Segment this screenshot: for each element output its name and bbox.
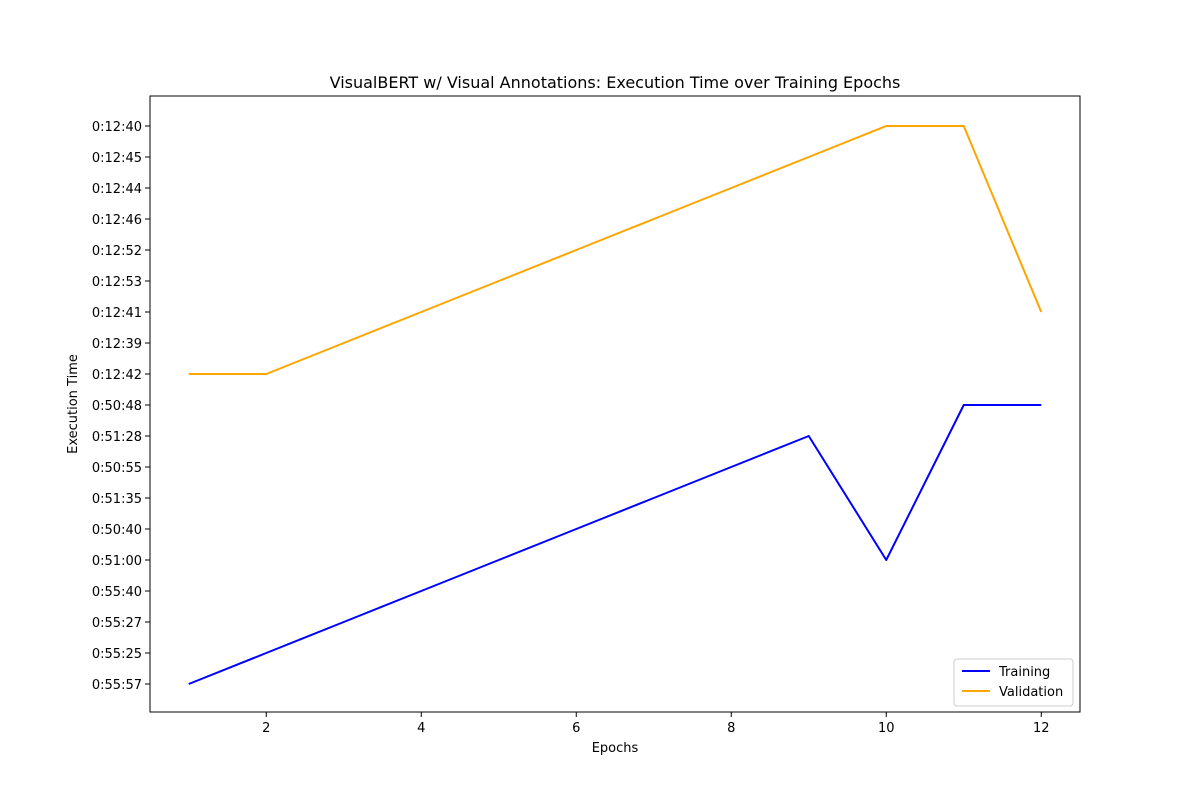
y-tick-label: 0:12:45	[92, 151, 142, 166]
legend-label-validation: Validation	[999, 685, 1063, 700]
y-tick-label: 0:12:53	[92, 275, 142, 290]
x-tick-label: 4	[417, 721, 425, 736]
y-tick-label: 0:55:40	[92, 585, 142, 600]
y-tick-label: 0:12:44	[92, 182, 142, 197]
y-tick-label: 0:50:48	[92, 399, 142, 414]
y-tick-label: 0:12:40	[92, 120, 142, 135]
y-tick-label: 0:12:46	[92, 213, 142, 228]
y-tick-label: 0:12:39	[92, 337, 142, 352]
y-tick-label: 0:12:41	[92, 306, 142, 321]
y-tick-label: 0:51:28	[92, 430, 142, 445]
y-tick-label: 0:12:42	[92, 368, 142, 383]
x-tick-label: 6	[572, 721, 580, 736]
series-line-training	[188, 404, 1042, 685]
chart-title: VisualBERT w/ Visual Annotations: Execut…	[330, 73, 901, 92]
y-axis-label: Execution Time	[66, 354, 81, 454]
y-tick-label: 0:55:57	[92, 678, 142, 693]
y-tick-label: 0:55:25	[92, 647, 142, 662]
plot-frame	[149, 95, 1081, 713]
legend: Training Validation	[953, 658, 1074, 707]
x-tick-label: 8	[727, 721, 735, 736]
legend-label-training: Training	[998, 665, 1050, 680]
plot-area: 2 4 6 8 10 12 0:55:57 0:55:25 0:55:27 0:55:40 0:51…	[92, 120, 1050, 736]
y-tick-label: 0:50:55	[92, 461, 142, 476]
x-tick-label: 10	[878, 721, 895, 736]
x-tick-label: 2	[262, 721, 270, 736]
series-line-validation	[188, 125, 1043, 375]
y-tick-label: 0:12:52	[92, 244, 142, 259]
y-tick-label: 0:55:27	[92, 616, 142, 631]
y-tick-label: 0:51:35	[92, 492, 142, 507]
x-axis-label: Epochs	[592, 741, 639, 756]
x-tick-label: 12	[1033, 721, 1050, 736]
y-tick-label: 0:50:40	[92, 523, 142, 538]
y-tick-label: 0:51:00	[92, 554, 142, 569]
